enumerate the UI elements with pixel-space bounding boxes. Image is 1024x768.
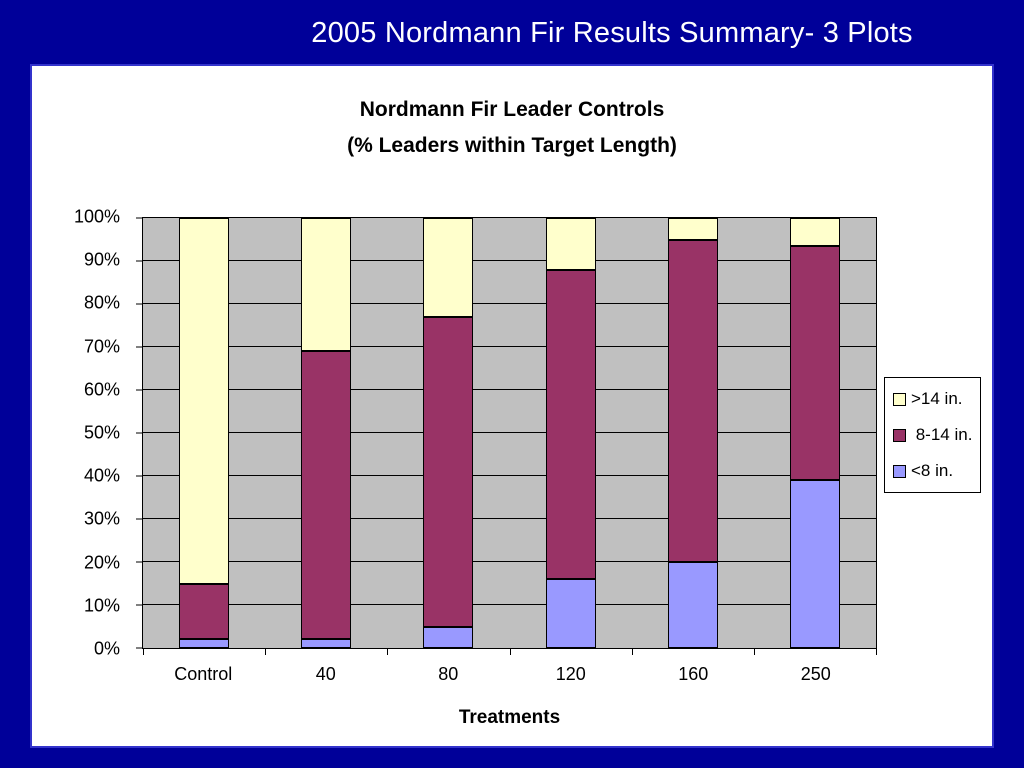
bar-250 bbox=[789, 218, 840, 648]
x-axis-label: 40 bbox=[315, 664, 336, 684]
bar-120 bbox=[545, 218, 596, 648]
bar-40 bbox=[301, 218, 352, 648]
x-axis-label: 160 bbox=[678, 664, 709, 684]
legend-entry: <8 in. bbox=[893, 461, 972, 481]
x-axis-tick bbox=[387, 648, 389, 655]
y-axis-label: 60% bbox=[83, 379, 120, 400]
legend: >14 in. 8-14 in. <8 in. bbox=[884, 377, 982, 493]
x-axis-labels: Control 40 80 120 160 250 bbox=[142, 664, 877, 685]
y-axis-tick bbox=[136, 647, 143, 649]
y-axis-tick bbox=[136, 561, 143, 563]
bar-segment bbox=[423, 626, 474, 648]
bar-segment bbox=[667, 218, 718, 240]
y-axis-tick bbox=[136, 432, 143, 434]
y-axis-tick bbox=[136, 604, 143, 606]
x-axis-tick bbox=[631, 648, 633, 655]
bar-segment bbox=[423, 218, 474, 317]
legend-label: >14 in. bbox=[911, 389, 963, 408]
gridline bbox=[143, 260, 876, 261]
y-axis-tick bbox=[136, 518, 143, 520]
y-axis-tick bbox=[136, 346, 143, 348]
slide-title-bar: 2005 Nordmann Fir Results Summary- 3 Plo… bbox=[0, 0, 1024, 64]
y-axis-tick bbox=[136, 217, 143, 219]
y-axis-labels: 100% 90% 80% 70% 60% 50% 40% 30% 20% 10% 0% bbox=[32, 207, 132, 659]
bar-segment bbox=[789, 218, 840, 246]
bar-segment bbox=[789, 245, 840, 481]
legend-swatch bbox=[893, 428, 906, 442]
y-axis-tick bbox=[136, 303, 143, 305]
y-axis-label: 100% bbox=[73, 206, 120, 227]
bar-segment bbox=[301, 639, 352, 648]
x-axis-tick bbox=[876, 648, 877, 655]
bar-segment bbox=[179, 218, 230, 584]
gridline bbox=[143, 303, 876, 304]
plot-area bbox=[136, 217, 877, 655]
bar-segment bbox=[301, 218, 352, 352]
bar-160 bbox=[667, 218, 718, 648]
x-axis-title: Treatments bbox=[458, 707, 561, 728]
bar-segment bbox=[789, 480, 840, 648]
legend-label: 8-14 in. bbox=[911, 425, 973, 444]
x-axis-label: 80 bbox=[438, 664, 459, 684]
y-axis-label: 70% bbox=[83, 336, 120, 357]
bar-segment bbox=[545, 218, 596, 270]
chart-title-line2: (% Leaders within Target Length) bbox=[347, 134, 677, 157]
gridline bbox=[143, 346, 876, 347]
x-axis-tick bbox=[509, 648, 511, 655]
gridline bbox=[143, 561, 876, 562]
bar-segment bbox=[301, 351, 352, 640]
bar-control bbox=[179, 218, 230, 648]
bar-series-container bbox=[143, 218, 876, 648]
x-axis-tick bbox=[265, 648, 267, 655]
bar-segment bbox=[179, 639, 230, 648]
legend-swatch bbox=[893, 392, 906, 406]
y-axis-label: 10% bbox=[83, 595, 120, 616]
gridline bbox=[143, 389, 876, 390]
gridline bbox=[143, 604, 876, 605]
bar-segment bbox=[667, 562, 718, 648]
legend-entry: 8-14 in. bbox=[893, 425, 972, 445]
y-axis-label: 0% bbox=[93, 638, 120, 659]
slide-title: 2005 Nordmann Fir Results Summary- 3 Plo… bbox=[311, 17, 913, 49]
bar-segment bbox=[667, 239, 718, 562]
gridline bbox=[143, 518, 876, 519]
bar-80 bbox=[423, 218, 474, 648]
bar-segment bbox=[423, 316, 474, 627]
x-axis-label: Control bbox=[174, 664, 233, 684]
y-axis-tick bbox=[136, 475, 143, 477]
y-axis-label: 40% bbox=[83, 465, 120, 486]
bar-segment bbox=[179, 583, 230, 640]
y-axis-label: 20% bbox=[83, 552, 120, 573]
legend-swatch bbox=[893, 464, 906, 478]
y-axis-label: 80% bbox=[83, 292, 120, 313]
legend-entry: >14 in. bbox=[893, 389, 972, 409]
x-axis-tick bbox=[753, 648, 755, 655]
gridline bbox=[143, 475, 876, 476]
gridline bbox=[143, 432, 876, 433]
y-axis-tick bbox=[136, 389, 143, 391]
y-axis-label: 50% bbox=[83, 422, 120, 443]
y-axis-tick bbox=[136, 260, 143, 262]
bar-segment bbox=[545, 269, 596, 580]
chart-title-line1: Nordmann Fir Leader Controls bbox=[359, 98, 665, 121]
legend-label: <8 in. bbox=[911, 461, 954, 480]
chart-title: Nordmann Fir Leader Controls (% Leaders … bbox=[32, 92, 992, 164]
y-axis-label: 30% bbox=[83, 508, 120, 529]
bar-segment bbox=[545, 579, 596, 648]
x-axis-label: 250 bbox=[800, 664, 831, 684]
x-axis-tick bbox=[143, 648, 144, 655]
x-axis-label: 120 bbox=[555, 664, 586, 684]
slide-content-area: Nordmann Fir Leader Controls (% Leaders … bbox=[30, 64, 994, 748]
y-axis-label: 90% bbox=[83, 249, 120, 270]
